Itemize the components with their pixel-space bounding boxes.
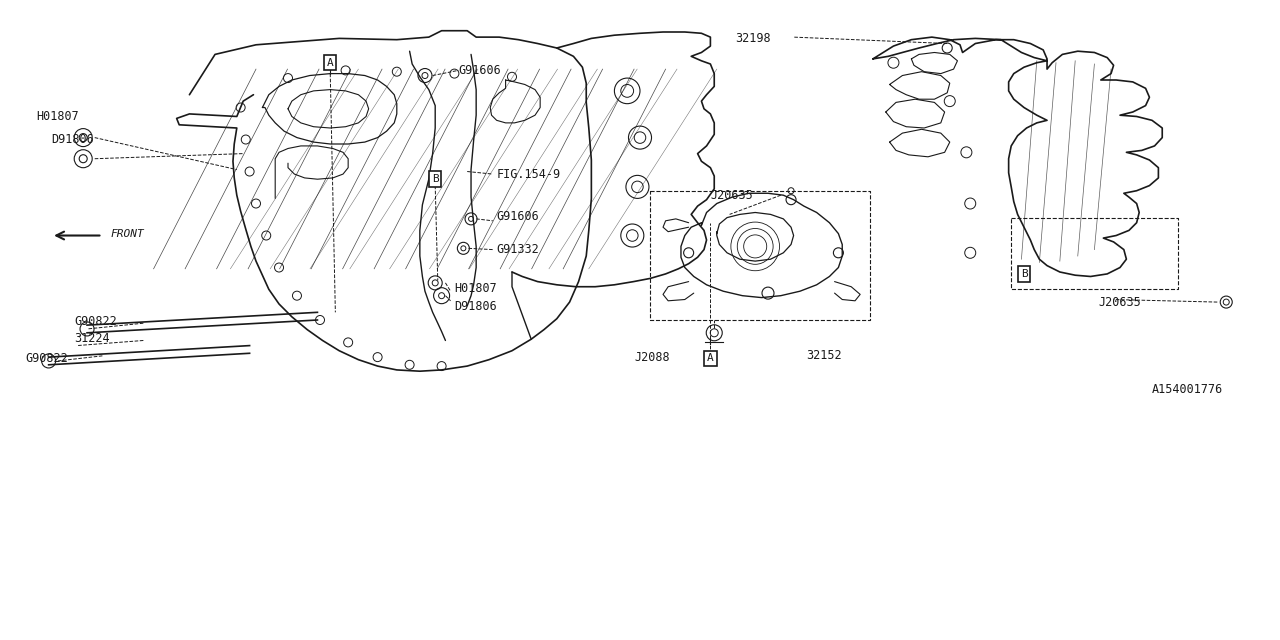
- Text: B: B: [1020, 269, 1028, 279]
- Text: 32198: 32198: [735, 32, 771, 45]
- Text: 32152: 32152: [806, 349, 842, 362]
- Text: H01807: H01807: [454, 282, 497, 294]
- Text: A154001776: A154001776: [1152, 383, 1224, 396]
- Text: J20635: J20635: [710, 189, 753, 202]
- Text: FIG.154-9: FIG.154-9: [497, 168, 561, 180]
- Text: 31224: 31224: [74, 332, 110, 344]
- Text: A: A: [707, 353, 714, 364]
- Text: J20635: J20635: [1098, 296, 1140, 308]
- Text: J2088: J2088: [635, 351, 671, 364]
- Text: G90822: G90822: [26, 352, 68, 365]
- Text: A: A: [326, 58, 334, 68]
- Text: D91806: D91806: [51, 133, 93, 146]
- Text: G91606: G91606: [458, 64, 500, 77]
- Text: G91606: G91606: [497, 210, 539, 223]
- Text: G90822: G90822: [74, 315, 116, 328]
- Text: H01807: H01807: [36, 110, 78, 123]
- Text: D91806: D91806: [454, 300, 497, 312]
- Text: B: B: [431, 174, 439, 184]
- Text: G91332: G91332: [497, 243, 539, 256]
- Text: FRONT: FRONT: [110, 228, 143, 239]
